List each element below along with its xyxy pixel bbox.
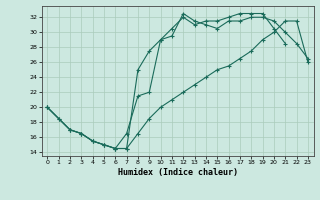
X-axis label: Humidex (Indice chaleur): Humidex (Indice chaleur) [118, 168, 237, 177]
